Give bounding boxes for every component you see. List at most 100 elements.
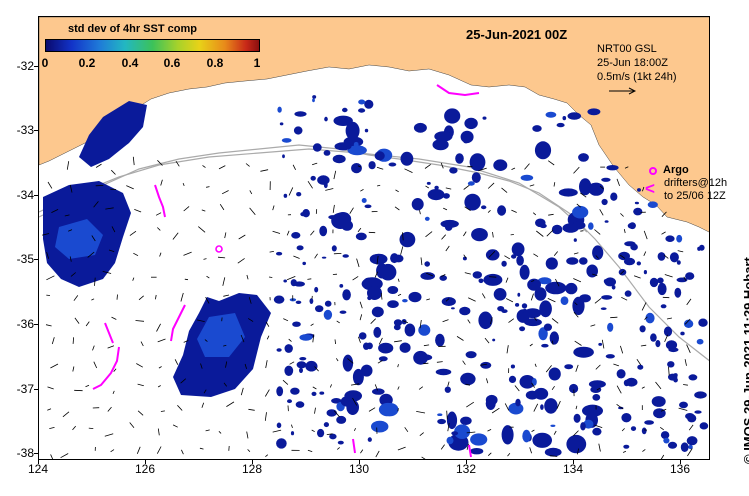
current-arrow	[686, 344, 691, 353]
sst-patch	[543, 323, 552, 331]
sst-patch	[279, 122, 284, 126]
current-arrow	[643, 230, 648, 240]
current-arrow	[223, 344, 227, 347]
sst-patch	[688, 374, 698, 381]
sst-patch	[324, 300, 332, 307]
lat-label: -35	[16, 252, 34, 266]
current-arrow	[248, 408, 255, 411]
sst-patch	[302, 209, 310, 218]
current-arrow	[72, 425, 77, 431]
sst-patch	[688, 444, 693, 450]
sst-patch	[312, 98, 315, 103]
current-arrow	[116, 294, 118, 300]
current-arrow	[610, 316, 618, 319]
sst-patch	[293, 126, 303, 135]
current-arrow	[50, 454, 54, 459]
current-arrow	[140, 341, 144, 347]
current-arrow	[616, 403, 624, 410]
current-arrow	[129, 230, 137, 236]
current-arrow	[534, 363, 537, 368]
sst-patch	[336, 415, 347, 424]
current-arrow	[579, 192, 587, 198]
drifter-track	[104, 322, 114, 344]
sst-patch	[378, 342, 394, 354]
current-arrow	[506, 298, 514, 303]
current-arrow	[92, 345, 95, 351]
sst-patch	[665, 340, 678, 350]
current-arrow	[225, 361, 228, 368]
lon-tick	[359, 459, 360, 464]
current-arrow	[456, 336, 464, 341]
sst-patch	[630, 243, 638, 251]
current-arrow	[464, 206, 471, 212]
sst-patch	[515, 398, 521, 407]
sst-patch	[482, 116, 487, 120]
sst-patch	[485, 394, 498, 406]
current-arrow	[240, 334, 245, 343]
sst-patch	[665, 235, 675, 242]
sst-patch	[358, 108, 366, 113]
sst-patch	[538, 327, 548, 341]
sst-patch	[426, 181, 431, 185]
current-arrow	[203, 258, 207, 260]
sst-patch	[295, 300, 302, 304]
credit-label: © IMOS 29-Jun-2021 11:29 Hobart	[741, 257, 749, 464]
sst-patch	[534, 141, 552, 160]
drifter-track	[154, 184, 166, 218]
sst-patch	[469, 153, 486, 172]
current-arrow	[95, 163, 102, 168]
sst-patch	[467, 181, 475, 186]
sst-patch	[644, 420, 654, 425]
sst-patch	[400, 151, 414, 166]
lat-tick	[34, 130, 39, 131]
sst-scatter-patches	[273, 95, 709, 457]
current-arrow	[370, 318, 376, 324]
current-arrow	[484, 337, 490, 344]
map-frame[interactable]	[38, 16, 710, 460]
sst-patch	[592, 427, 602, 436]
current-arrow	[463, 184, 470, 190]
current-arrow	[265, 454, 269, 458]
colorbar-tick-label: 0.4	[121, 56, 139, 70]
current-arrow	[223, 294, 230, 297]
current-arrow	[443, 207, 448, 211]
drifter-legend-label: drifters@12h	[664, 177, 728, 189]
current-arrow	[487, 452, 492, 456]
current-arrow	[312, 386, 317, 390]
current-arrow	[47, 181, 53, 189]
current-arrow	[481, 293, 486, 299]
sst-patch	[333, 115, 353, 127]
sst-patch	[471, 228, 488, 242]
current-arrow	[113, 368, 117, 372]
sst-patch	[663, 437, 670, 444]
current-arrow	[573, 166, 580, 174]
sst-patch	[616, 369, 626, 379]
sst-patch	[694, 410, 702, 414]
current-arrow	[416, 411, 426, 414]
current-arrow	[325, 188, 334, 191]
sst-patch	[478, 311, 493, 330]
current-arrow	[551, 340, 554, 345]
current-arrow	[335, 358, 339, 362]
lon-tick	[680, 459, 681, 464]
current-arrow	[511, 167, 516, 170]
sst-patch	[441, 297, 456, 306]
sst-patch	[413, 122, 427, 133]
sst-patch	[573, 238, 577, 242]
sst-patch	[296, 192, 302, 197]
sst-patch	[408, 291, 422, 303]
current-arrow	[156, 323, 161, 332]
sst-patch	[449, 167, 458, 174]
current-arrow	[74, 317, 80, 324]
current-arrow	[204, 339, 208, 342]
sst-patch	[605, 354, 615, 359]
sst-patch	[572, 205, 589, 219]
sst-patch	[287, 399, 292, 404]
sst-patch	[311, 391, 317, 396]
current-arrow	[491, 407, 500, 414]
current-arrow	[291, 424, 293, 429]
current-arrow	[374, 384, 378, 391]
sst-patch	[299, 357, 307, 361]
current-arrow	[359, 314, 363, 321]
current-arrow	[283, 318, 289, 322]
